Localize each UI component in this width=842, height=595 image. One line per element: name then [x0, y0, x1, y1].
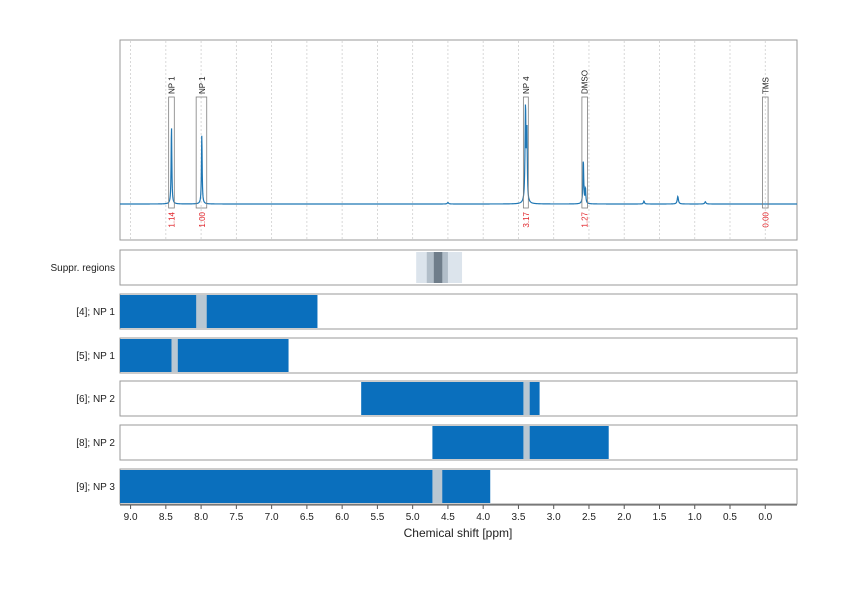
region-gap	[523, 382, 530, 415]
x-tick-label: 8.5	[159, 512, 173, 523]
x-tick-label: 2.5	[582, 512, 596, 523]
x-tick-label: 6.5	[300, 512, 314, 523]
region-bar	[120, 470, 491, 503]
x-tick-label: 2.0	[617, 512, 631, 523]
integral-label: 1.00	[198, 211, 207, 227]
integral-label: 1.27	[581, 211, 590, 227]
region-gap	[523, 426, 530, 459]
x-tick-label: 9.0	[124, 512, 138, 523]
region-bar	[361, 382, 540, 415]
x-tick-label: 7.0	[265, 512, 279, 523]
annotation-label: NP 1	[198, 76, 207, 94]
annotation-box	[195, 96, 208, 209]
region-gap	[196, 295, 207, 328]
x-tick-label: 5.0	[406, 512, 420, 523]
annotation-label: TMS	[761, 77, 770, 94]
row-label: Suppr. regions	[51, 263, 116, 274]
spectrum-frame	[119, 39, 798, 241]
row-label: [8]; NP 2	[76, 438, 115, 449]
row-label: [5]; NP 1	[76, 351, 115, 362]
x-tick-label: 5.5	[370, 512, 384, 523]
integral-label: 0.00	[761, 211, 770, 227]
spectrum-line	[120, 104, 797, 205]
region-gap	[432, 470, 443, 503]
spectrum-panel: NP 1 1.14 NP 1 1.00 NP 4 3.17 DMSO 1.27 TMS 0.00	[119, 39, 798, 241]
region-rows-panel: Suppr. regions [4]; NP 1 [5]; NP 1 [6]; NP …	[51, 249, 798, 505]
x-tick-label: 0.0	[758, 512, 772, 523]
region-gap	[171, 339, 178, 372]
suppressed-band	[433, 252, 443, 283]
x-tick-label: 1.0	[688, 512, 702, 523]
x-tick-label: 3.0	[547, 512, 561, 523]
x-tick-label: 0.5	[723, 512, 737, 523]
row-label: [6]; NP 2	[76, 394, 115, 405]
integral-label: 1.14	[167, 211, 176, 227]
x-tick-label: 1.5	[653, 512, 667, 523]
x-tick-label: 3.5	[511, 512, 525, 523]
annotation-box	[762, 96, 769, 209]
annotation-label: NP 1	[167, 76, 176, 94]
x-tick-label: 4.5	[441, 512, 455, 523]
region-bar	[120, 339, 289, 372]
row-label: [9]; NP 3	[76, 482, 115, 493]
region-bar	[432, 426, 609, 459]
region-bar	[120, 295, 318, 328]
integral-label: 3.17	[522, 211, 531, 227]
annotation-box	[581, 96, 588, 209]
x-axis: 9.0 8.5 8.0 7.5 7.0 6.5 6.0 5.5 5.0 4.5 4.0 3.5 3.0 2…	[120, 504, 797, 523]
annotation-label: NP 4	[522, 76, 531, 94]
x-tick-label: 4.0	[476, 512, 490, 523]
x-tick-label: 8.0	[194, 512, 208, 523]
annotation-box	[168, 96, 175, 209]
x-tick-label: 6.0	[335, 512, 349, 523]
annotation-label: DMSO	[581, 70, 590, 94]
x-tick-label: 7.5	[229, 512, 243, 523]
x-axis-label: Chemical shift [ppm]	[404, 526, 513, 540]
annotation-box	[522, 96, 529, 209]
row-label: [4]; NP 1	[76, 307, 115, 318]
